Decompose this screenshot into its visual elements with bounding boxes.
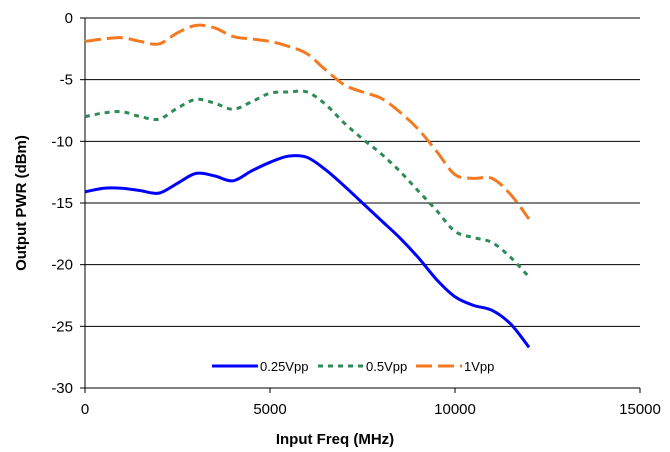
- legend-label-0.5Vpp: 0.5Vpp: [366, 359, 407, 374]
- y-tick-label-4: -20: [51, 257, 73, 274]
- series-lines: [84, 23, 531, 349]
- x-tick-label-3: 15000: [619, 401, 661, 418]
- y-tick-label-2: -10: [51, 133, 73, 150]
- y-tick-label-5: -25: [51, 318, 73, 335]
- series-line-0.25Vpp: [84, 154, 531, 349]
- x-tick-label-2: 10000: [434, 401, 476, 418]
- x-tick-label-0: 0: [81, 401, 89, 418]
- x-tick-label-1: 5000: [253, 401, 286, 418]
- legend-label-0.25Vpp: 0.25Vpp: [260, 359, 308, 374]
- series-line-0.5Vpp: [84, 89, 531, 279]
- legend: 0.25Vpp 0.5Vpp 1Vpp: [205, 352, 535, 380]
- y-tick-label-6: -30: [51, 380, 73, 397]
- x-axis-ticks: 0 5000 10000 15000: [81, 388, 661, 418]
- legend-label-1Vpp: 1Vpp: [464, 359, 494, 374]
- y-tick-label-3: -15: [51, 195, 73, 212]
- legend-box: [205, 352, 535, 380]
- series-line-1Vpp: [84, 23, 531, 220]
- x-axis-title: Input Freq (MHz): [276, 431, 394, 448]
- y-axis-ticks: 0 -5 -10 -15 -20 -25 -30: [51, 10, 85, 397]
- y-axis-title: Output PWR (dBm): [13, 135, 30, 271]
- y-tick-label-1: -5: [60, 72, 73, 89]
- y-tick-label-0: 0: [65, 10, 73, 27]
